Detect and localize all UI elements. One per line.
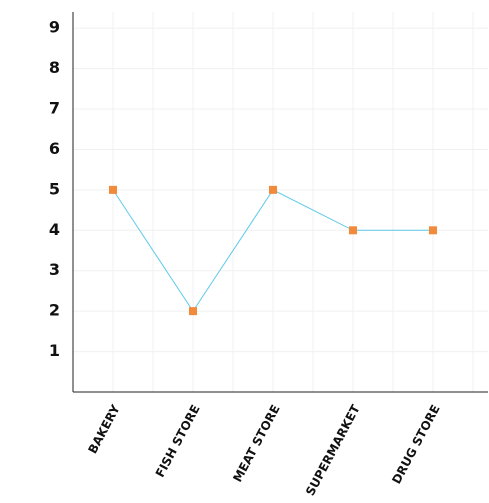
- marker: [109, 185, 117, 194]
- y-tick-label: 8: [49, 58, 60, 77]
- x-tick-label: DRUG STORE: [389, 402, 442, 486]
- x-tick-label: MEAT STORE: [230, 402, 282, 484]
- y-tick-label: 9: [49, 18, 60, 37]
- x-tick-label: FISH STORE: [153, 402, 203, 479]
- y-tick-label: 4: [49, 220, 60, 239]
- x-tick-label: SUPERMARKET: [303, 402, 363, 498]
- y-tick-label: 6: [49, 139, 60, 158]
- marker: [349, 226, 357, 235]
- y-tick-label: 7: [49, 99, 60, 118]
- marker: [429, 226, 437, 235]
- marker: [189, 307, 197, 316]
- x-tick-label: BAKERY: [85, 402, 122, 456]
- y-tick-label: 5: [49, 179, 60, 198]
- y-tick-label: 2: [49, 301, 60, 320]
- marker: [269, 185, 277, 194]
- y-tick-label: 1: [49, 341, 60, 360]
- y-tick-label: 3: [49, 260, 60, 279]
